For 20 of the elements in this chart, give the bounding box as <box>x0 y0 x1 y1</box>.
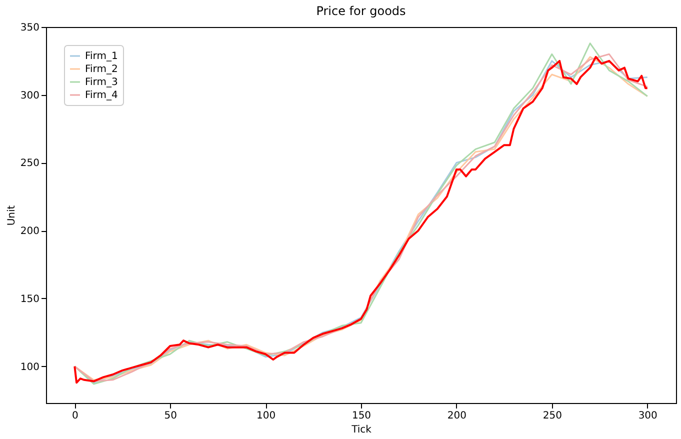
x-tick-label: 150 <box>352 410 372 422</box>
y-axis-title: Unit <box>6 205 18 226</box>
x-tick-label: 200 <box>447 410 466 422</box>
y-tick-label: 300 <box>20 90 40 102</box>
x-tick-label: 0 <box>72 410 78 422</box>
x-tick-label: 250 <box>542 410 562 422</box>
y-tick-label: 250 <box>20 158 40 170</box>
legend-label: Firm_4 <box>85 90 118 101</box>
legend-label: Firm_1 <box>85 51 118 62</box>
y-tick-label: 350 <box>20 22 40 34</box>
chart-title: Price for goods <box>316 4 406 18</box>
legend-label: Firm_2 <box>85 64 118 75</box>
x-tick-label: 100 <box>256 410 276 422</box>
y-tick-label: 100 <box>20 362 40 373</box>
y-tick-label: 200 <box>20 226 40 238</box>
legend-label: Firm_3 <box>85 77 118 88</box>
x-axis-title: Tick <box>350 424 372 436</box>
x-tick-label: 300 <box>638 410 658 422</box>
y-tick-label: 150 <box>20 294 40 305</box>
x-tick-label: 50 <box>164 410 177 422</box>
